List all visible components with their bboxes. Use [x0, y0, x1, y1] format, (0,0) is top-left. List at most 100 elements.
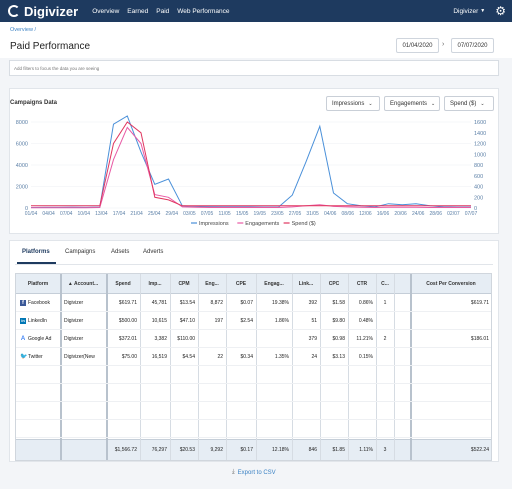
column-header-cpconv[interactable]: Cost Per Conversion — [426, 281, 476, 287]
cell-eng: 8,872 — [210, 300, 223, 306]
x-tick-label: 16/06 — [377, 211, 390, 217]
total-link: 846 — [308, 447, 317, 453]
column-divider — [394, 274, 395, 460]
filter-input[interactable]: Add filters to focus the data you are se… — [9, 60, 499, 76]
account-switcher[interactable]: Digivizer — [453, 7, 479, 15]
y-left-tick-label: 0 — [25, 206, 28, 212]
column-divider — [292, 274, 293, 460]
x-tick-label: 03/05 — [183, 211, 196, 217]
cell-ctr: 0.86% — [358, 300, 373, 306]
table-row[interactable] — [16, 402, 491, 420]
chart-title: Campaigns Data — [10, 100, 58, 106]
cell-eng: 22 — [217, 354, 223, 360]
table-row[interactable] — [16, 312, 491, 330]
campaigns-chart-card — [9, 88, 499, 234]
column-header-spend[interactable]: Spend — [115, 281, 131, 287]
y-right-tick-label: 200 — [474, 195, 483, 201]
column-divider — [256, 274, 257, 460]
y-right-tick-label: 400 — [474, 185, 483, 191]
column-header-link[interactable]: Link... — [298, 281, 314, 287]
gear-icon[interactable]: ⚙ — [495, 4, 506, 18]
total-cpc: $1.85 — [332, 447, 345, 453]
spend-dropdown[interactable]: Spend ($) ⌄ — [444, 96, 494, 111]
column-header-cpe[interactable]: CPE — [235, 281, 247, 287]
cell-cpm: $110.00 — [177, 336, 195, 342]
cell-cpconv: $619.71 — [470, 300, 489, 306]
engagements-dropdown[interactable]: Engagements ⌄ — [384, 96, 440, 111]
date-from-input[interactable]: 01/04/2020 — [396, 38, 439, 53]
cell-cpc: $9.80 — [332, 318, 345, 324]
column-header-imp[interactable]: Imp... — [148, 281, 162, 287]
series-line-spend- — [31, 121, 471, 207]
column-header-eng[interactable]: Eng... — [205, 281, 219, 287]
cell-platform: in LinkedIn — [16, 312, 60, 330]
tab-platforms[interactable]: Platforms — [22, 249, 50, 255]
series-line-impressions — [30, 115, 471, 208]
x-tick-label: 15/05 — [236, 211, 249, 217]
chevron-down-icon[interactable]: ▼ — [480, 8, 486, 14]
breadcrumb[interactable]: Overview / — [10, 27, 36, 33]
column-divider — [348, 274, 349, 460]
nav-paid[interactable]: Paid — [156, 7, 170, 15]
cell-cpm: $13.54 — [179, 300, 195, 306]
cell-conv: 1 — [383, 300, 387, 306]
brand[interactable]: Digivizer — [8, 4, 78, 19]
cell-platform: A Google Ad — [16, 330, 60, 348]
google-ads-icon: A — [20, 336, 26, 342]
x-tick-label: 31/05 — [306, 211, 319, 217]
table-row[interactable] — [16, 420, 491, 438]
tab-adverts[interactable]: Adverts — [143, 249, 164, 255]
tab-adsets[interactable]: Adsets — [111, 249, 130, 255]
y-right-tick-label: 1400 — [474, 131, 486, 137]
platforms-data-grid: Platform ▲ Account... Spend Imp... CPM Eng...… — [15, 273, 492, 461]
cell-eng: 197 — [214, 318, 223, 324]
y-left-tick-label: 6000 — [16, 142, 28, 148]
column-header-ctr[interactable]: CTR — [356, 281, 368, 287]
total-imp: 76,297 — [151, 447, 167, 453]
nav-earned[interactable]: Earned — [127, 7, 149, 15]
export-csv-button[interactable]: ⤓ Export to CSV — [232, 469, 276, 476]
column-header-account[interactable]: ▲ Account... — [67, 281, 99, 287]
tab-campaigns[interactable]: Campaigns — [65, 249, 96, 255]
y-right-tick-label: 1000 — [474, 152, 486, 158]
date-to-input[interactable]: 07/07/2020 — [451, 38, 494, 53]
x-tick-label: 04/06 — [324, 211, 337, 217]
x-tick-label: 20/06 — [394, 211, 407, 217]
cell-imp: 10,615 — [151, 318, 167, 324]
x-tick-label: 02/07 — [447, 211, 460, 217]
table-row[interactable] — [16, 348, 491, 366]
table-row[interactable] — [16, 330, 491, 348]
x-tick-label: 12/06 — [359, 211, 372, 217]
y-right-tick-label: 800 — [474, 163, 483, 169]
linkedin-icon: in — [20, 318, 26, 324]
platform-name: Twitter — [28, 354, 43, 360]
total-cpm: $20.53 — [179, 447, 195, 453]
platform-name: Google Ad — [28, 336, 52, 342]
impressions-dropdown[interactable]: Impressions ⌄ — [326, 96, 380, 111]
cell-link: 24 — [311, 354, 317, 360]
table-row[interactable] — [16, 384, 491, 402]
cell-account: Digivizer — [64, 336, 84, 342]
column-header-cpm[interactable]: CPM — [178, 281, 190, 287]
cell-cpe: $0.07 — [240, 300, 253, 306]
chevron-down-icon: ⌄ — [431, 100, 436, 107]
x-tick-label: 19/05 — [254, 211, 267, 217]
table-row[interactable] — [16, 366, 491, 384]
table-row[interactable] — [16, 294, 491, 312]
column-header-cpc[interactable]: CPC — [328, 281, 340, 287]
nav-web-performance[interactable]: Web Performance — [177, 7, 230, 15]
cell-cpe — [226, 330, 256, 348]
cell-link: 51 — [311, 318, 317, 324]
nav-overview[interactable]: Overview — [92, 7, 120, 15]
chevron-down-icon: ⌄ — [368, 100, 373, 107]
column-header-conv[interactable]: C... — [381, 281, 389, 287]
column-header-platform[interactable]: Platform — [27, 281, 49, 287]
platform-name: Facebook — [28, 300, 50, 306]
x-tick-label: 27/05 — [289, 211, 302, 217]
total-engrate: 12.18% — [272, 447, 289, 453]
column-header-engrate[interactable]: Engag... — [264, 281, 284, 287]
cell-imp: 16,519 — [151, 354, 167, 360]
column-divider — [140, 274, 141, 460]
cell-engrate: 1.35% — [274, 354, 289, 360]
download-icon: ⤓ — [232, 469, 235, 475]
